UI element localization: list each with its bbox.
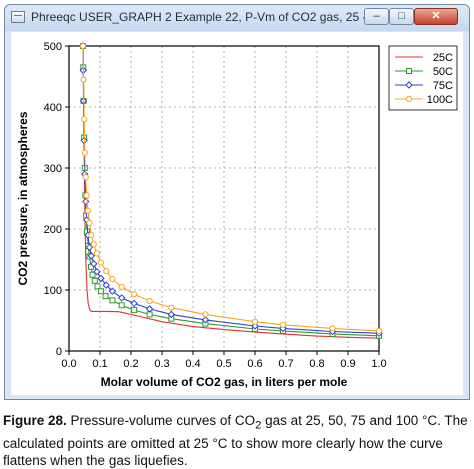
data-point-100C — [329, 325, 336, 332]
legend-marker-100C — [405, 95, 413, 103]
data-point-100C — [279, 321, 286, 328]
x-tick-label: 0.9 — [340, 358, 355, 370]
data-point-100C — [97, 259, 105, 266]
y-tick-label: 200 — [44, 224, 62, 236]
series-line-25C — [82, 46, 379, 339]
data-point-50C — [131, 307, 138, 314]
x-tick-label: 0.6 — [247, 358, 262, 370]
data-point-75C — [87, 252, 96, 260]
x-tick-label: 0.3 — [154, 358, 169, 370]
app-icon — [11, 11, 25, 23]
data-point-100C — [202, 311, 209, 318]
data-point-75C — [117, 294, 126, 302]
data-point-100C — [81, 149, 88, 156]
data-point-75C — [201, 316, 210, 324]
data-point-50C — [97, 288, 104, 295]
data-point-75C — [97, 274, 105, 283]
legend-marker-75C — [405, 81, 413, 89]
data-point-100C — [103, 267, 110, 275]
close-button[interactable]: ✕ — [414, 8, 458, 25]
data-point-100C — [168, 304, 175, 311]
window-title: Phreeqc USER_GRAPH 2 Example 22, P-Vm of… — [31, 10, 399, 24]
series-line-100C — [82, 46, 379, 332]
data-point-75C — [102, 281, 110, 289]
title-bar[interactable]: Phreeqc USER_GRAPH 2 Example 22, P-Vm of… — [5, 5, 469, 31]
data-point-100C — [93, 250, 101, 257]
data-point-75C — [251, 322, 259, 330]
y-tick-label: 300 — [44, 163, 62, 175]
maximize-button[interactable]: □ — [389, 8, 414, 25]
x-tick-label: 0.4 — [185, 358, 200, 370]
legend-marker-50C — [406, 68, 412, 74]
data-point-50C — [94, 283, 101, 290]
legend-label-75C: 75C — [433, 80, 453, 92]
data-point-100C — [146, 297, 153, 305]
legend-label-50C: 50C — [433, 66, 453, 78]
data-point-100C — [375, 327, 383, 334]
caption-text-2: gas at 25, 50, 75 and 100 °C. The calcul… — [3, 413, 468, 468]
data-point-100C — [82, 174, 89, 181]
data-point-100C — [80, 76, 87, 83]
data-point-50C — [118, 302, 125, 309]
legend-label-25C: 25C — [433, 52, 453, 64]
x-tick-label: 0.7 — [278, 358, 293, 370]
caption-text-1: Pressure-volume curves of CO — [66, 413, 256, 428]
figure-caption: Figure 28. Pressure-volume curves of CO2… — [3, 412, 471, 469]
data-point-75C — [85, 243, 94, 252]
y-tick-label: 400 — [44, 102, 62, 114]
legend-label-100C: 100C — [427, 94, 453, 106]
data-point-50C — [109, 297, 116, 304]
data-point-50C — [102, 293, 109, 300]
data-point-75C — [145, 305, 154, 313]
figure-label: Figure 28. — [3, 413, 67, 428]
y-axis-label: CO2 pressure, in atmospheres — [16, 111, 30, 285]
x-axis-label: Molar volume of CO2 gas, in liters per m… — [101, 375, 348, 389]
data-point-100C — [88, 232, 95, 239]
x-tick-label: 0.2 — [123, 358, 138, 370]
data-point-50C — [91, 277, 98, 284]
y-tick-label: 500 — [44, 41, 62, 53]
data-point-100C — [131, 291, 138, 298]
data-point-75C — [130, 299, 138, 308]
data-point-100C — [90, 241, 97, 248]
x-tick-label: 1.0 — [371, 358, 386, 370]
data-point-75C — [90, 260, 98, 268]
graph-window: Phreeqc USER_GRAPH 2 Example 22, P-Vm of… — [4, 4, 470, 400]
data-point-50C — [89, 271, 96, 278]
data-point-100C — [83, 192, 90, 199]
caption-subscript: 2 — [255, 419, 262, 432]
series-line-75C — [82, 46, 379, 334]
pv-chart: 0.0 0.1 0.2 0.3 0.4 0.5 0.6 0.7 0.8 0.9 1.0 0 100 200… — [16, 41, 458, 389]
y-tick-label: 100 — [44, 285, 62, 297]
x-tick-label: 0.1 — [92, 358, 107, 370]
y-tick-label: 0 — [56, 346, 62, 358]
data-point-50C — [146, 311, 153, 318]
data-point-100C — [109, 275, 116, 283]
x-tick-label: 0.5 — [216, 358, 231, 370]
data-point-75C — [108, 287, 117, 295]
data-point-75C — [167, 310, 176, 319]
data-point-100C — [84, 207, 92, 214]
graph-area: 0.0 0.1 0.2 0.3 0.4 0.5 0.6 0.7 0.8 0.9 1.0 0 100 200… — [11, 32, 463, 395]
data-point-100C — [118, 283, 125, 291]
data-point-100C — [79, 42, 87, 50]
data-point-100C — [86, 219, 93, 226]
data-point-100C — [81, 116, 88, 123]
series-line-50C — [82, 46, 379, 337]
x-tick-label: 0.8 — [309, 358, 324, 370]
x-tick-label: 0.0 — [61, 358, 76, 370]
data-point-75C — [93, 267, 101, 276]
data-point-100C — [251, 318, 259, 325]
minimize-button[interactable]: – — [364, 8, 389, 25]
